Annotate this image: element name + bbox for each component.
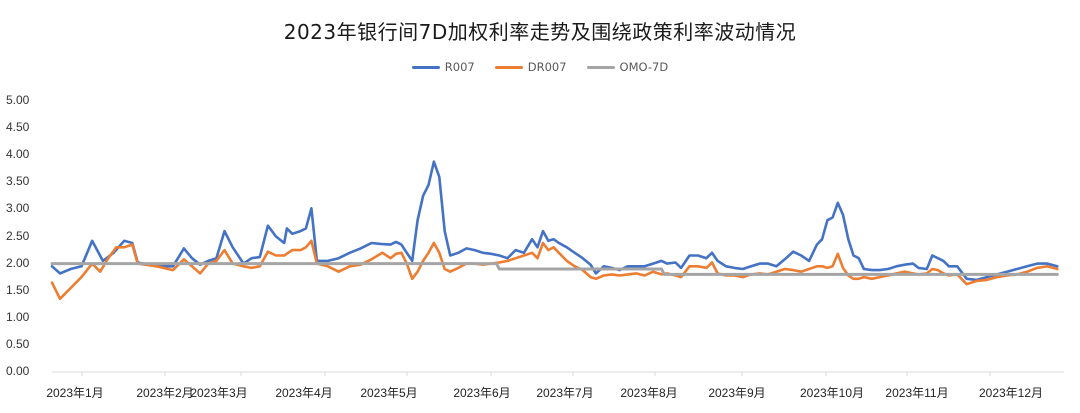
x-tick-label: 2023年1月: [46, 386, 104, 400]
series-line-omo-7d: [50, 262, 1059, 276]
x-tick-label: 2023年2月: [136, 386, 194, 400]
y-tick-label: 0.00: [6, 364, 30, 378]
x-tick-label: 2023年8月: [620, 386, 678, 400]
y-tick-label: 4.50: [6, 120, 30, 135]
y-tick-label: 4.00: [6, 147, 30, 162]
y-tick-label: 5.00: [6, 93, 30, 107]
x-tick-label: 2023年3月: [190, 386, 248, 400]
legend-swatch-icon: [494, 65, 523, 69]
x-tick-label: 2023年4月: [275, 386, 333, 400]
legend-label: R007: [444, 60, 475, 74]
legend-label: DR007: [527, 60, 567, 74]
legend-item-omo-7d[interactable]: OMO-7D: [586, 60, 669, 74]
legend-item-dr007[interactable]: DR007: [494, 60, 567, 74]
x-tick-label: 2023年12月: [978, 386, 1044, 400]
x-tick-label: 2023年6月: [453, 386, 511, 400]
chart-title: 2023年银行间7D加权利率走势及围绕政策利率波动情况: [283, 20, 797, 44]
y-tick-label: 0.50: [6, 336, 30, 351]
y-tick-label: 3.50: [6, 174, 30, 189]
y-tick-label: 2.00: [6, 255, 30, 270]
series-line-r007: [50, 160, 1059, 282]
legend-swatch-icon: [586, 65, 615, 69]
legend-label: OMO-7D: [619, 60, 669, 74]
y-tick-label: 2.50: [6, 228, 30, 243]
chart-legend: R007 DR007 OMO-7D: [0, 60, 1080, 74]
x-tick-label: 2023年11月: [885, 386, 949, 400]
y-tick-label: 1.50: [6, 282, 30, 297]
x-tick-label: 2023年7月: [536, 386, 594, 400]
x-tick-label: 2023年5月: [360, 386, 418, 400]
legend-swatch-icon: [411, 65, 440, 69]
legend-item-r007[interactable]: R007: [411, 60, 475, 74]
x-tick-label: 2023年10月: [799, 386, 865, 400]
y-tick-label: 3.00: [6, 201, 30, 216]
x-tick-label: 2023年9月: [708, 386, 766, 400]
series-line-dr007: [50, 239, 1059, 301]
y-tick-label: 1.00: [6, 309, 30, 324]
